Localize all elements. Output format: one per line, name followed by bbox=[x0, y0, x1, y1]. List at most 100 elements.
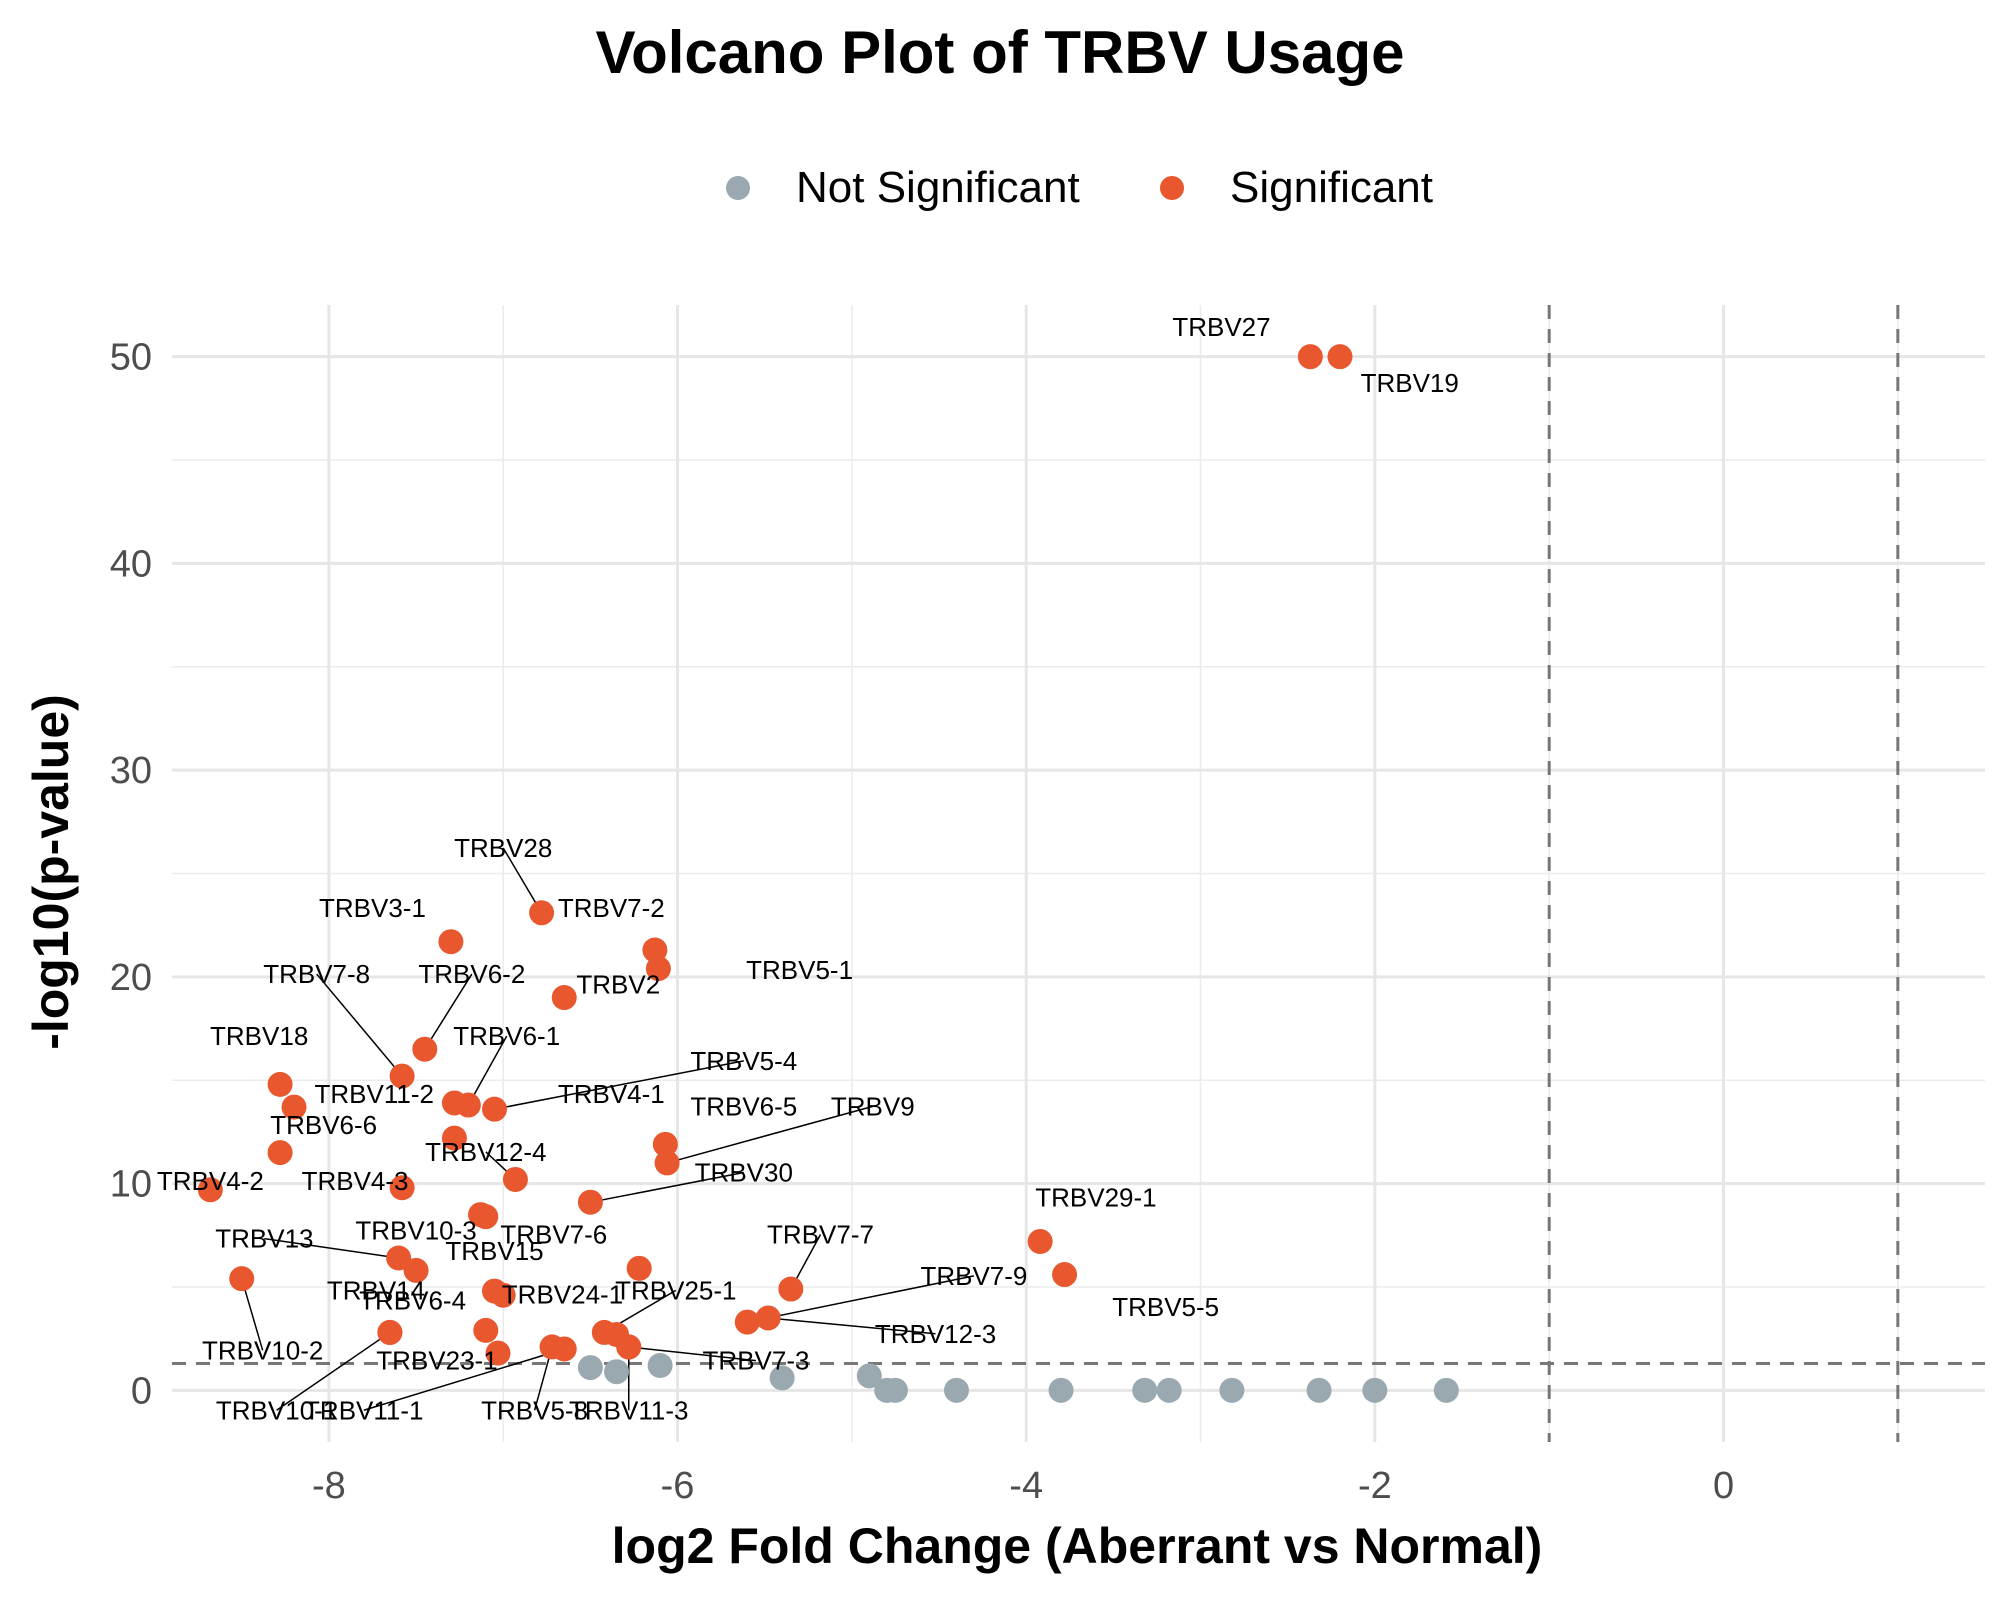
point-label: TRBV10-2 bbox=[202, 1335, 323, 1365]
point-label: TRBV5-1 bbox=[746, 955, 853, 985]
point-significant bbox=[473, 1317, 499, 1343]
point-not-significant bbox=[1306, 1377, 1332, 1403]
point-significant bbox=[551, 1336, 577, 1362]
point-label: TRBV6-5 bbox=[690, 1091, 797, 1121]
point-significant bbox=[551, 985, 577, 1011]
point-label: TRBV30 bbox=[695, 1158, 793, 1188]
point-significant bbox=[386, 1245, 412, 1271]
leader-line bbox=[502, 847, 543, 914]
point-label: TRBV7-6 bbox=[500, 1220, 607, 1250]
leader-line bbox=[316, 973, 403, 1077]
chart-title: Volcano Plot of TRBV Usage bbox=[595, 19, 1405, 86]
point-significant bbox=[389, 1063, 415, 1089]
legend-dot-significant bbox=[1160, 176, 1184, 200]
y-tick-label: 30 bbox=[110, 750, 152, 792]
point-not-significant bbox=[1433, 1377, 1459, 1403]
point-label: TRBV11-1 bbox=[304, 1395, 423, 1425]
leader-line bbox=[276, 1331, 391, 1411]
point-label: TRBV9 bbox=[831, 1091, 915, 1121]
point-label: TRBV4-2 bbox=[157, 1166, 264, 1196]
point-significant bbox=[529, 900, 555, 926]
point-significant bbox=[642, 937, 668, 963]
point-significant bbox=[577, 1189, 603, 1215]
point-significant bbox=[654, 1150, 680, 1176]
point-label: TRBV5-4 bbox=[690, 1046, 797, 1076]
point-significant bbox=[1297, 344, 1323, 370]
point-significant bbox=[490, 1282, 516, 1308]
point-label: TRBV6-2 bbox=[418, 959, 525, 989]
leader-line bbox=[264, 1237, 399, 1259]
point-label: TRBV7-7 bbox=[767, 1220, 874, 1250]
point-not-significant bbox=[1219, 1377, 1245, 1403]
y-tick-label: 0 bbox=[131, 1370, 152, 1412]
point-not-significant bbox=[1132, 1377, 1158, 1403]
point-significant bbox=[778, 1276, 804, 1302]
y-axis-title: -log10(p-value) bbox=[23, 694, 79, 1050]
x-tick-label: -6 bbox=[661, 1465, 695, 1507]
point-label: TRBV23-1 bbox=[376, 1346, 497, 1376]
label-leader-lines bbox=[241, 847, 975, 1411]
point-label: TRBV6-4 bbox=[359, 1286, 466, 1316]
point-labels: TRBV27 TRBV19 TRBV28 TRBV3-1 TRBV7-2 TRBV5-1 T… bbox=[157, 312, 1459, 1425]
point-label: TRBV7-8 bbox=[263, 959, 370, 989]
point-significant bbox=[377, 1319, 403, 1345]
point-label: TRBV6-1 bbox=[453, 1021, 560, 1051]
threshold-lines bbox=[172, 305, 1985, 1442]
y-tick-label: 20 bbox=[110, 957, 152, 999]
point-not-significant bbox=[943, 1377, 969, 1403]
point-label: TRBV2 bbox=[576, 969, 660, 999]
point-significant bbox=[502, 1166, 528, 1192]
leader-line bbox=[363, 1348, 565, 1411]
point-label: TRBV28 bbox=[454, 833, 552, 863]
point-significant bbox=[1052, 1262, 1078, 1288]
point-label: TRBV10-1 bbox=[216, 1395, 337, 1425]
point-not-significant bbox=[769, 1365, 795, 1391]
legend-item-not-significant: Not Significant bbox=[726, 158, 1080, 218]
point-significant bbox=[626, 1255, 652, 1281]
point-not-significant bbox=[647, 1353, 673, 1379]
point-significant bbox=[197, 1177, 223, 1203]
leader-line bbox=[628, 1346, 757, 1362]
point-significant bbox=[482, 1096, 508, 1122]
point-label: TRBV7-3 bbox=[703, 1346, 810, 1376]
point-significant bbox=[1327, 344, 1353, 370]
y-tick-label: 10 bbox=[110, 1164, 152, 1206]
point-significant bbox=[229, 1266, 255, 1292]
point-label: TRBV13 bbox=[215, 1224, 313, 1254]
leader-line bbox=[666, 1105, 873, 1164]
point-label: TRBV15 bbox=[445, 1236, 543, 1266]
point-not-significant bbox=[1048, 1377, 1074, 1403]
point-label: TRBV24-1 bbox=[502, 1279, 623, 1309]
point-not-significant bbox=[1156, 1377, 1182, 1403]
point-label: TRBV4-1 bbox=[558, 1079, 665, 1109]
point-label: TRBV6-6 bbox=[270, 1110, 377, 1140]
point-significant bbox=[267, 1071, 293, 1097]
y-tick-label: 50 bbox=[110, 337, 152, 379]
point-label: TRBV5-8 bbox=[481, 1395, 588, 1425]
point-label: TRBV27 bbox=[1172, 312, 1270, 342]
x-tick-label: -8 bbox=[312, 1465, 346, 1507]
legend: Not Significant Significant bbox=[0, 158, 2000, 218]
point-not-significant bbox=[1362, 1377, 1388, 1403]
point-label: TRBV18 bbox=[210, 1021, 308, 1051]
x-tick-label: -2 bbox=[1358, 1465, 1392, 1507]
leader-line bbox=[467, 1035, 508, 1106]
legend-dot-not-significant bbox=[726, 176, 750, 200]
point-significant bbox=[755, 1305, 781, 1331]
point-significant bbox=[1027, 1228, 1053, 1254]
point-label: TRBV25-1 bbox=[615, 1275, 736, 1305]
point-label: TRBV14 bbox=[327, 1275, 425, 1305]
point-significant bbox=[441, 1090, 467, 1116]
point-label: TRBV3-1 bbox=[319, 893, 426, 923]
leader-line bbox=[747, 1275, 975, 1323]
point-not-significant bbox=[856, 1363, 882, 1389]
legend-label-not-significant: Not Significant bbox=[796, 163, 1080, 212]
point-label: TRBV10-3 bbox=[355, 1215, 476, 1245]
point-label: TRBV29-1 bbox=[1035, 1182, 1156, 1212]
point-label: TRBV11-2 bbox=[314, 1079, 433, 1109]
point-significant bbox=[441, 1125, 467, 1151]
leader-line bbox=[424, 973, 473, 1050]
point-label: TRBV4-3 bbox=[302, 1166, 409, 1196]
leader-line bbox=[494, 1060, 744, 1110]
